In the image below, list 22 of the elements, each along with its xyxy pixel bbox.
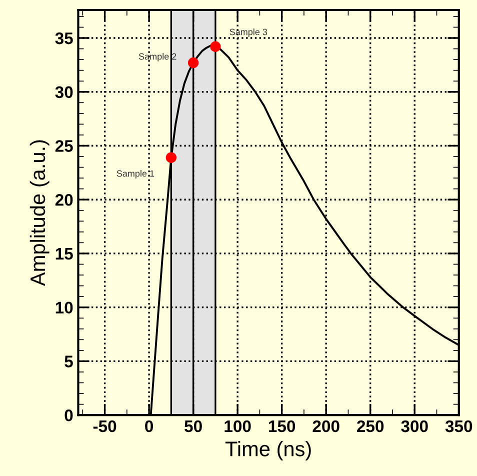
x-axis-title: Time (ns) [225,441,311,460]
y-tick-label: 10 [56,302,73,314]
annotation: Sample 2 [138,53,176,62]
annotation: Sample 3 [230,28,268,37]
x-tick-label: 50 [184,420,202,432]
x-tick-label: -50 [93,420,116,432]
x-tick-label: 100 [224,420,251,432]
x-tick-label: 250 [357,420,384,432]
y-tick-label: 0 [64,409,73,422]
x-tick-label: 300 [401,420,428,432]
y-tick-label: 25 [55,140,73,152]
y-tick-label: 15 [56,248,73,260]
y-tick-label: 35 [55,32,73,44]
y-tick-label: 5 [64,356,73,368]
annotation: Sample 1 [116,170,154,178]
x-tick-label: 150 [268,420,296,432]
y-axis-title: Amplitude (a.u.) [30,140,50,286]
y-tick-label: 20 [55,194,73,206]
x-tick-label: 0 [145,420,153,432]
x-tick-label: 350 [445,420,472,432]
x-tick-label: 200 [312,420,340,432]
y-tick-label: 30 [55,86,73,98]
